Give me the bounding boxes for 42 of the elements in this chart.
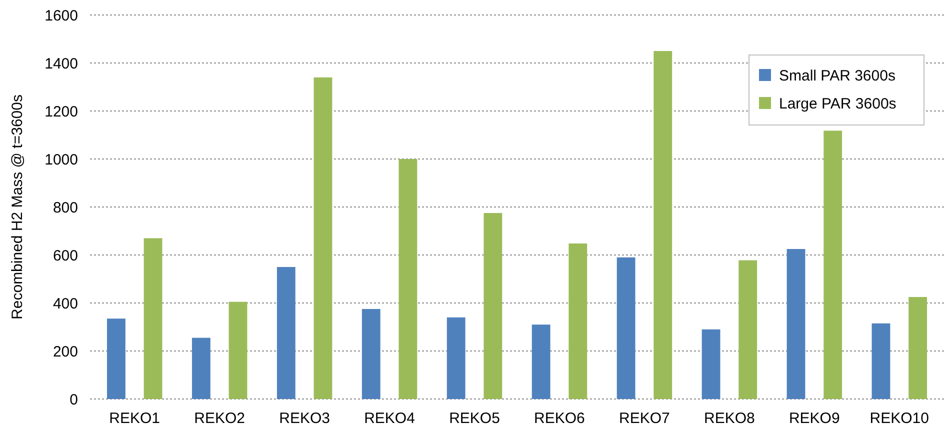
y-tick-label: 1600 [44,7,78,24]
bar [738,260,758,399]
legend-label: Small PAR 3600s [779,67,896,84]
y-tick-label: 400 [52,295,78,312]
x-tick-label: REKO3 [279,410,330,427]
bar [824,130,842,399]
bar [484,213,502,399]
bar [314,77,332,399]
x-tick-label: REKO5 [449,410,500,427]
x-tick-label: REKO7 [619,410,670,427]
bar [702,329,720,399]
bar [398,159,418,399]
bar [786,249,806,399]
y-tick-label: 1000 [44,151,78,168]
x-tick-label: REKO1 [109,410,160,427]
bar [654,51,672,399]
bar [106,318,126,399]
x-tick-label: REKO4 [364,410,415,427]
bar [532,324,550,399]
y-axis-title: Recombined H2 Mass @ t=3600s [9,94,26,320]
bar [872,323,890,399]
x-tick-label: REKO9 [788,410,840,427]
x-tick-label: REKO2 [194,410,246,427]
bar [228,302,248,399]
y-tick-label: 600 [52,247,78,264]
y-tick-label: 1200 [44,103,78,120]
y-tick-label: 1400 [44,55,78,72]
x-tick-label: REKO6 [534,410,585,427]
bar [616,257,636,399]
y-tick-label: 200 [52,343,78,360]
bar [908,297,928,399]
y-tick-label: 0 [70,391,78,408]
bar [362,309,380,399]
x-tick-label: REKO8 [704,410,755,427]
bar [192,338,210,399]
bar [276,267,296,399]
y-tick-label: 800 [52,199,78,216]
bar [568,243,588,399]
x-tick-label: REKO10 [870,410,929,427]
bar [446,317,466,399]
legend-label: Large PAR 3600s [779,95,896,112]
bar [144,238,162,399]
